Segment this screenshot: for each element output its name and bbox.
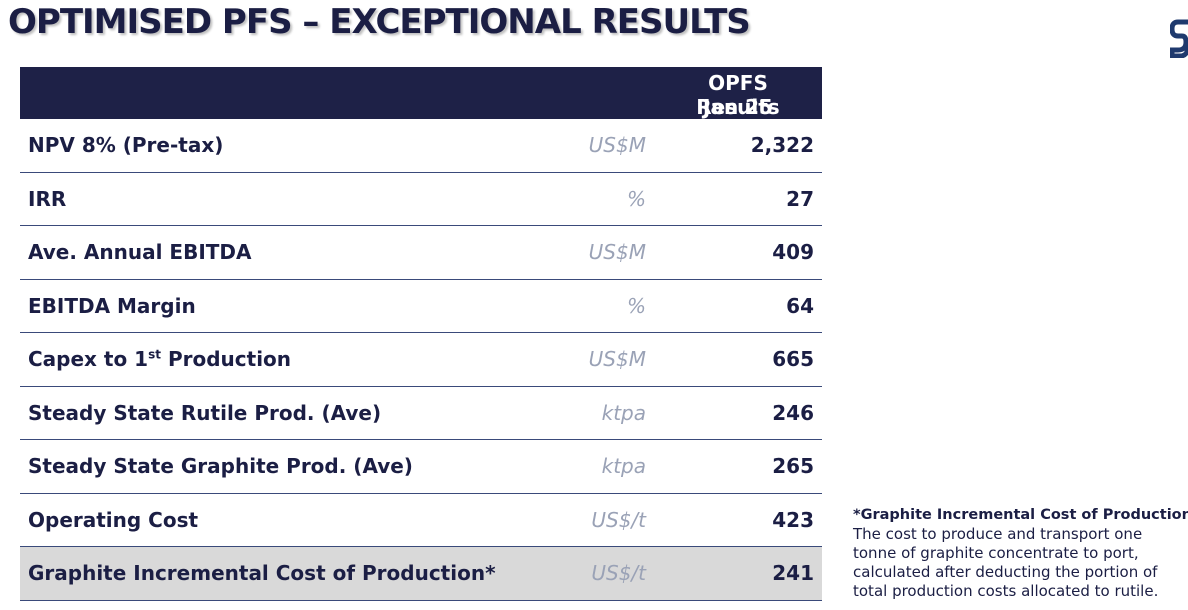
row-unit: % — [626, 186, 646, 211]
row-value: 409 — [772, 240, 814, 265]
row-label-part: Capex to 1 — [28, 347, 149, 372]
row-label: Steady State Graphite Prod. (Ave) — [28, 454, 413, 479]
row-label-superscript: st — [148, 347, 161, 362]
row-value: 265 — [772, 454, 814, 479]
row-label: Ave. Annual EBITDA — [28, 240, 252, 265]
footnote: *Graphite Incremental Cost of Production… — [853, 506, 1188, 601]
footnote-heading: *Graphite Incremental Cost of Production… — [853, 507, 1188, 523]
header-col-date: Jan 25 — [703, 95, 773, 119]
table-row: IRR % 27 — [20, 173, 822, 226]
row-unit: US$M — [588, 133, 646, 158]
row-value: 27 — [786, 186, 814, 211]
row-label: Operating Cost — [28, 507, 199, 532]
row-unit: US$/t — [591, 561, 646, 586]
row-unit: US$M — [588, 347, 646, 372]
table-row: Ave. Annual EBITDA US$M 409 — [20, 226, 822, 280]
row-value: 64 — [786, 293, 814, 318]
row-label: IRR — [28, 186, 67, 211]
table-row: NPV 8% (Pre-tax) US$M 2,322 — [20, 119, 822, 173]
results-table: OPFS Results Jan 25 NPV 8% (Pre-tax) US$… — [20, 67, 822, 601]
row-value: 423 — [772, 507, 814, 532]
row-label: EBITDA Margin — [28, 293, 196, 318]
row-unit: US$/t — [591, 507, 646, 532]
row-value: 665 — [772, 347, 814, 372]
row-label-part: Production — [161, 347, 292, 372]
row-label: Steady State Rutile Prod. (Ave) — [28, 400, 382, 425]
row-unit: % — [626, 293, 646, 318]
table-row: Capex to 1st Production US$M 665 — [20, 333, 822, 387]
row-label: NPV 8% (Pre-tax) — [28, 133, 224, 158]
table-row: Steady State Rutile Prod. (Ave) ktpa 246 — [20, 387, 822, 440]
header-col-title: OPFS Results — [696, 71, 780, 119]
row-value: 246 — [772, 400, 814, 425]
row-value: 2,322 — [750, 133, 814, 158]
row-unit: US$M — [588, 240, 646, 265]
row-value: 241 — [772, 561, 814, 586]
logo-fragment-icon — [1170, 18, 1188, 58]
footnote-body: The cost to produce and transport one to… — [853, 525, 1159, 600]
table-row-highlighted: Graphite Incremental Cost of Production*… — [20, 547, 822, 601]
row-unit: ktpa — [601, 454, 646, 479]
table-header: OPFS Results Jan 25 — [20, 67, 822, 119]
row-label: Capex to 1st Production — [28, 347, 291, 371]
row-unit: ktpa — [601, 400, 646, 425]
table-row: Steady State Graphite Prod. (Ave) ktpa 2… — [20, 440, 822, 494]
row-label: Graphite Incremental Cost of Production* — [28, 561, 496, 586]
table-row: Operating Cost US$/t 423 — [20, 494, 822, 547]
page-title: OPTIMISED PFS – EXCEPTIONAL RESULTS — [8, 2, 751, 42]
table-row: EBITDA Margin % 64 — [20, 280, 822, 333]
